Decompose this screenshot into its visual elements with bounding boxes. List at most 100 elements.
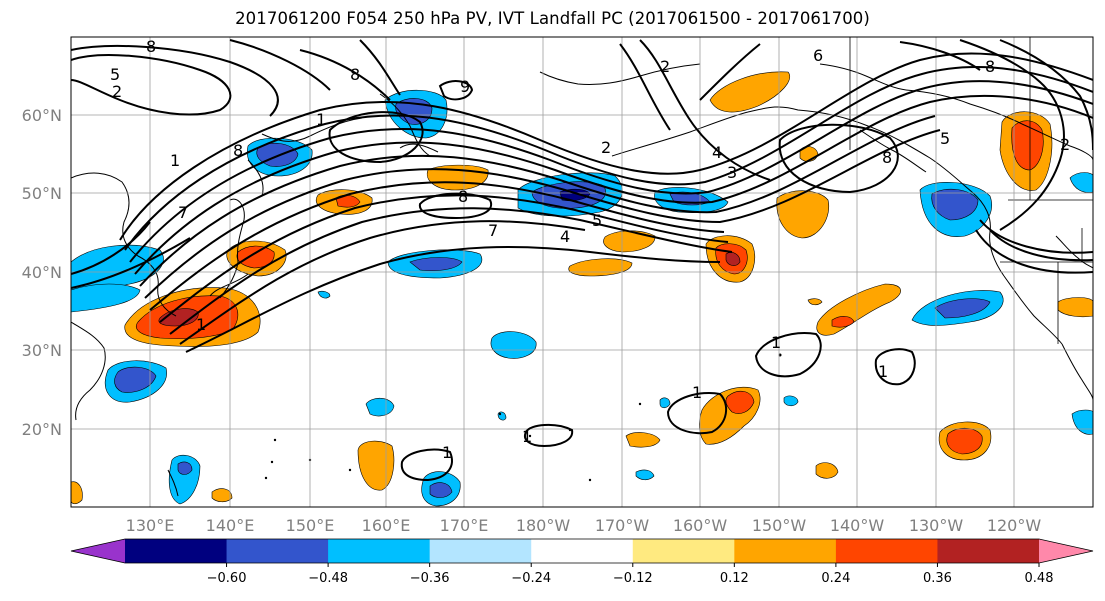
colorbar-extend-max [1039, 539, 1093, 563]
pv-label: 1 [196, 315, 206, 334]
pv-label: 5 [110, 65, 120, 84]
cool-anomaly-s1 [365, 397, 395, 417]
pv-label: 4 [712, 143, 722, 162]
colorbar-swatch [835, 539, 938, 563]
pv-label: 8 [350, 65, 360, 84]
warm-anomaly-subtropic-e-core [831, 316, 855, 328]
pv-label: 1 [878, 362, 888, 381]
colorbar-tick-label: −0.48 [308, 571, 348, 586]
pv-label: 6 [813, 46, 823, 65]
lat-label: 30°N [22, 341, 62, 360]
warm-anomaly-coast [1057, 297, 1093, 318]
pv-label: 8 [882, 148, 892, 167]
cool-anomaly-canada-e [1069, 172, 1093, 193]
colorbar-swatch [734, 539, 837, 563]
warm-anomaly-small-c [211, 488, 233, 503]
warm-anomaly-small-a [625, 432, 661, 448]
pv-label: 8 [146, 37, 156, 56]
pv-label: 1 [522, 427, 532, 446]
warm-anomaly-tiny [807, 298, 823, 306]
warm-anomaly-sw [357, 440, 395, 491]
lon-label: 130°E [126, 516, 175, 535]
colorbar-tick-labels: −0.60 −0.48 −0.36 −0.24 −0.12 0.12 0.24 0.36 0.4… [207, 571, 1054, 586]
map-area: 8 5 2 1 8 9 8 6 8 2 2 4 3 5 8 7 4 5 8 1 … [71, 37, 1093, 507]
pv-label: 1 [170, 151, 180, 170]
colorbar-swatch [937, 539, 1040, 563]
pv-label: 1 [316, 110, 326, 129]
pv-label: 1 [771, 333, 781, 352]
colorbar-tick-label: 0.48 [1025, 571, 1054, 586]
pv-label: 1 [692, 383, 702, 402]
lon-label: 160°W [673, 516, 728, 535]
colorbar: −0.60 −0.48 −0.36 −0.24 −0.12 0.12 0.24 0.36 0.4… [70, 538, 1094, 586]
pv-label: 2 [601, 138, 611, 157]
pv-label: 7 [488, 221, 498, 240]
pv-label: 7 [178, 203, 188, 222]
lon-label: 180°W [516, 516, 571, 535]
colorbar-tick-label: 0.24 [821, 571, 850, 586]
colorbar-swatch [531, 539, 634, 563]
cool-anomaly-central-n-core [409, 257, 463, 272]
lon-label: 170°W [595, 516, 650, 535]
cool-anomaly-s2-core [177, 461, 193, 475]
lon-label: 160°E [362, 516, 411, 535]
warm-anomaly-se-core [946, 427, 983, 455]
cool-anomaly-sw-blob-core [114, 366, 157, 393]
colorbar-swatch [125, 539, 228, 563]
pv-label: 2 [1060, 135, 1070, 154]
gridlines [71, 37, 1093, 507]
cool-anomaly-tiny5 [317, 290, 331, 299]
lat-label: 50°N [22, 184, 62, 203]
colorbar-swatches [70, 538, 1094, 564]
warm-anomaly-small-b [815, 462, 839, 479]
lon-label: 170°E [440, 516, 489, 535]
pv-label: 8 [233, 141, 243, 160]
cool-anomaly-coast-e [1071, 409, 1093, 435]
colorbar-tick-label: −0.12 [613, 571, 653, 586]
pv-label: 9 [460, 77, 470, 96]
pv-contour-labels: 8 5 2 1 8 9 8 6 8 2 2 4 3 5 8 7 4 5 8 1 … [110, 37, 1070, 462]
pv-label: 3 [727, 163, 737, 182]
lon-label: 140°W [830, 516, 885, 535]
warm-anomaly-alaska [709, 71, 790, 113]
pv-contours [71, 39, 1093, 482]
cool-anomaly-aleutian-max [559, 188, 591, 202]
pv-label: 5 [940, 129, 950, 148]
colorbar-tick-label: −0.24 [511, 571, 551, 586]
cool-anomaly-mid [490, 331, 537, 359]
pv-label: 5 [592, 211, 602, 230]
warm-anomaly-kuroshio-max [158, 308, 199, 327]
warm-anomaly-gulf [776, 190, 830, 239]
colorbar-swatch [632, 539, 735, 563]
colorbar-swatch [328, 539, 431, 563]
cool-anomaly-s3-core [429, 482, 453, 498]
lat-label: 20°N [22, 420, 62, 439]
pv-label: 1 [442, 443, 452, 462]
colorbar-outline [70, 538, 1094, 564]
colorbar-tick-label: 0.12 [720, 571, 749, 586]
lat-label: 40°N [22, 263, 62, 282]
lon-label: 130°W [909, 516, 964, 535]
lon-label: 150°E [286, 516, 335, 535]
pv-label: 8 [458, 187, 468, 206]
colorbar-ticks [226, 563, 1040, 567]
latitude-labels: 60°N 50°N 40°N 30°N 20°N [22, 106, 62, 439]
lon-label: 140°E [206, 516, 255, 535]
warm-anomaly-canada-core [1011, 120, 1044, 171]
colorbar-tick-label: 0.36 [923, 571, 952, 586]
pv-label: 8 [985, 57, 995, 76]
colorbar-swatch [226, 539, 329, 563]
map-title: 2017061200 F054 250 hPa PV, IVT Landfall… [235, 9, 870, 28]
lon-label: 150°W [752, 516, 807, 535]
map-frame [70, 36, 1094, 508]
longitude-labels: 130°E 140°E 150°E 160°E 170°E 180°W 170°… [126, 516, 1042, 535]
colorbar-swatch [429, 539, 532, 563]
colorbar-tick-label: −0.60 [207, 571, 247, 586]
pv-label: 4 [560, 227, 570, 246]
lat-label: 60°N [22, 106, 62, 125]
pv-label: 2 [660, 57, 670, 76]
lon-label: 120°W [987, 516, 1042, 535]
cool-anomaly-tiny1 [659, 397, 671, 409]
colorbar-tick-label: −0.36 [410, 571, 450, 586]
